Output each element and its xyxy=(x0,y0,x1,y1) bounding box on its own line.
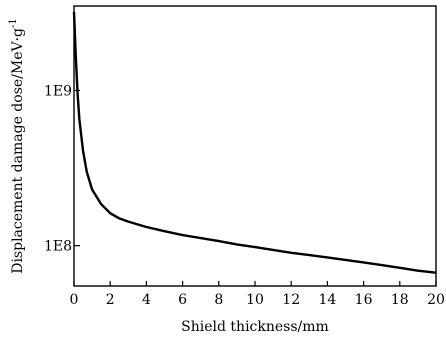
x-tick-label: 0 xyxy=(70,292,79,308)
series-line xyxy=(72,11,437,274)
x-tick-label: 10 xyxy=(246,292,264,308)
x-tick-label: 16 xyxy=(355,292,373,308)
x-tick-label: 2 xyxy=(106,292,115,308)
plot-frame xyxy=(73,5,437,287)
x-tick-label: 6 xyxy=(178,292,187,308)
x-tick-label: 8 xyxy=(214,292,223,308)
x-tick-label: 14 xyxy=(318,292,336,308)
y-tick-label: 1E9 xyxy=(44,83,72,99)
x-tick-label: 20 xyxy=(427,292,445,308)
x-tick-label: 12 xyxy=(282,292,300,308)
x-tick-label: 18 xyxy=(391,292,409,308)
y-axis-title: Displacement damage dose/MeV·g-1 xyxy=(8,18,26,274)
x-axis-title: Shield thickness/mm xyxy=(181,319,329,335)
y-axis-ticks: 1E8 1E9 xyxy=(44,83,80,255)
y-tick-label: 1E8 xyxy=(44,239,72,255)
y-axis-title-superscript: -1 xyxy=(8,18,19,28)
x-axis-ticks: 0 2 4 6 8 10 12 14 16 18 20 xyxy=(70,281,445,308)
y-axis-title-text: Displacement damage dose/MeV·g xyxy=(10,28,26,274)
x-tick-label: 4 xyxy=(142,292,151,308)
